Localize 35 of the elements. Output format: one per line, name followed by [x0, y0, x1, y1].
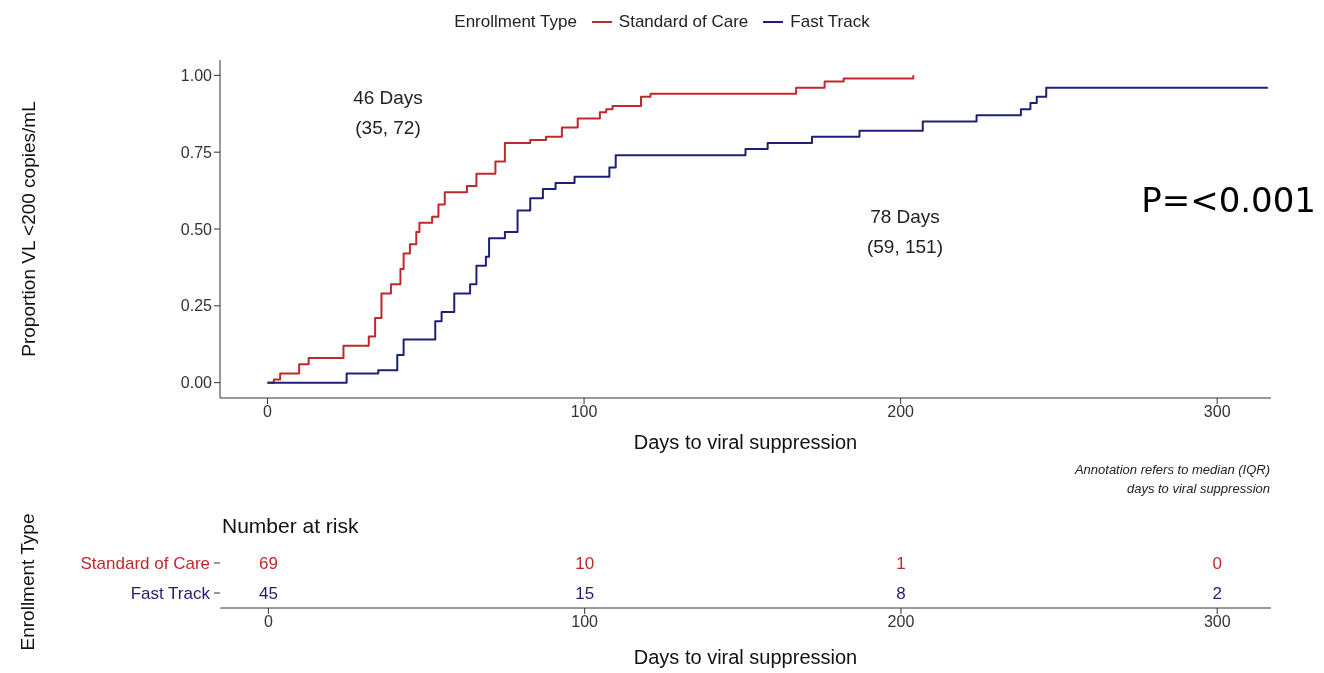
data-label: 15 [575, 584, 595, 603]
y-tick-label: 0.25 [180, 297, 213, 315]
x-tick-label: 100 [570, 403, 598, 421]
data-label: 1 [896, 554, 906, 573]
y-tick-label: 0.75 [180, 143, 213, 161]
annotation: 78 Days (59, 151) [865, 205, 944, 259]
text: Annotation refers to median (IQR) days to viral suppression [1074, 461, 1270, 498]
chart-title: Number at risk [222, 514, 359, 538]
x-tick-label: 300 [1203, 613, 1231, 631]
y-tick-label: 0.50 [180, 220, 213, 238]
x-tick-label: 0 [263, 403, 273, 421]
y-tick-label: Standard of Care [80, 554, 210, 573]
x-tick-label: 300 [1203, 403, 1231, 421]
x-tick-label: 0 [263, 613, 273, 631]
data-label: 2 [1212, 584, 1222, 603]
x-tick-label: 200 [887, 403, 915, 421]
x-tick-label: 100 [571, 613, 599, 631]
x-axis-title: Days to viral suppression [633, 646, 858, 668]
annotation: 46 Days (35, 72) [352, 86, 424, 140]
data-label: 10 [575, 554, 595, 573]
legend-label: Standard of Care [617, 12, 749, 32]
x-tick-label: 200 [887, 613, 915, 631]
legend-label: Fast Track [789, 12, 870, 32]
data-label: 45 [258, 584, 278, 603]
legend-title: Enrollment Type [454, 12, 577, 32]
y-tick-label: Fast Track [130, 584, 211, 603]
data-label: 0 [1212, 554, 1222, 573]
x-axis-title: Days to viral suppression [633, 431, 858, 453]
y-tick-label: 1.00 [180, 67, 213, 85]
annotation: P=<0.001 [1141, 180, 1316, 220]
y-tick-label: 0.00 [180, 374, 213, 392]
data-label: 69 [258, 554, 278, 573]
y-axis-title: Proportion VL <200 copies/mL [17, 101, 39, 357]
data-label: 8 [896, 584, 906, 603]
y-axis-title: Enrollment Type [17, 513, 38, 651]
